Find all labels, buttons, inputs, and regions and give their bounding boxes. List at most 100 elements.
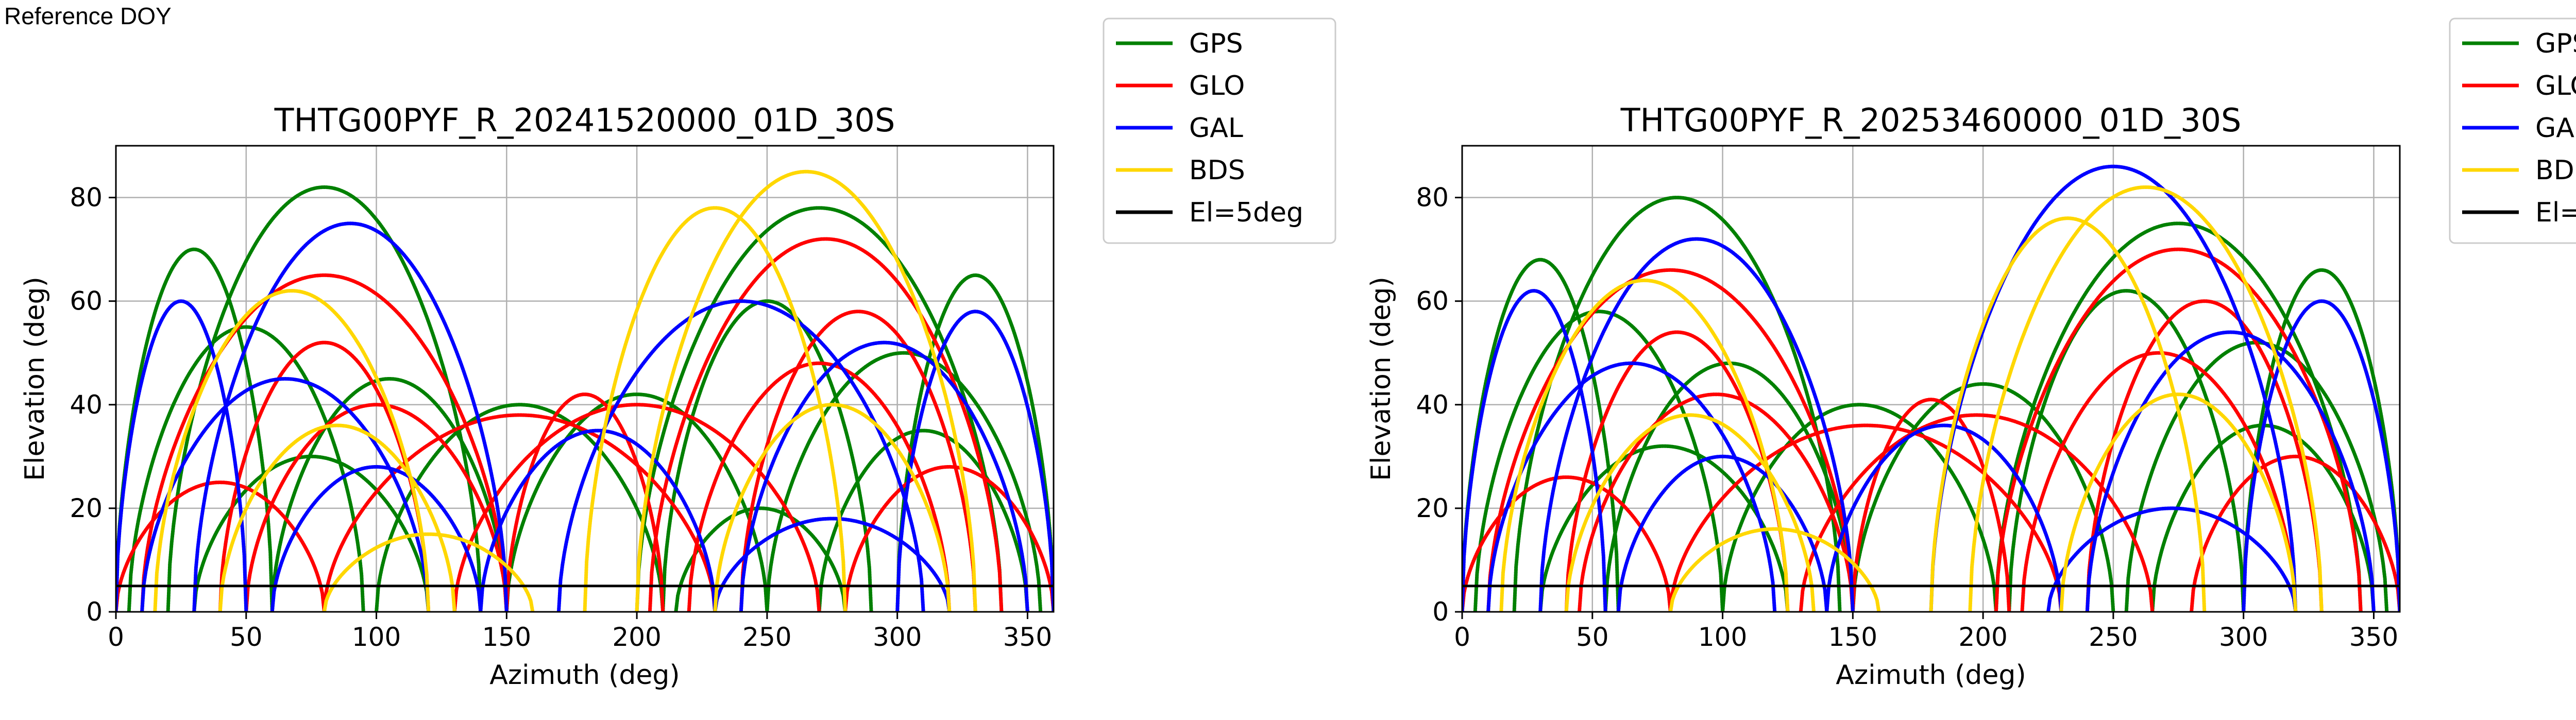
satellite-track-glo [244,403,509,612]
series-bds [1499,185,2324,612]
legend-entry: BDS [2535,155,2576,186]
x-axis-label: Azimuth (deg) [489,660,680,691]
satellite-track-bds [1668,527,1881,612]
satellite-track-gal [479,428,717,612]
satellite-track-glo [1564,330,1790,612]
series-glo [1462,247,2400,612]
x-tick-label: 300 [2219,622,2268,652]
satellite-track-glo [2085,299,2324,612]
satellite-track-gal [140,376,431,612]
x-tick-label: 250 [2089,622,2138,652]
satellite-track-glo [140,273,509,612]
satellite-track-glo [1994,247,2363,612]
legend-entry: El=5deg [2535,197,2576,228]
x-tick-label: 100 [1698,622,1747,652]
series-bds [153,169,977,612]
satellite-track-gps [2242,268,2400,612]
series-glo [116,237,1054,612]
satellite-track-gal [1462,289,1607,612]
satellite-track-glo [1668,423,2063,612]
satellite-track-bds [153,289,431,612]
legend-entry: GAL [2535,113,2576,144]
satellite-track-bds [1968,185,2324,612]
x-tick-label: 200 [1958,622,2007,652]
legend-entry: GAL [1189,113,1243,144]
satellite-track-gal [556,299,925,612]
satellite-track-bds [218,423,456,612]
x-tick-label: 150 [1828,622,1877,652]
satellite-track-gal [739,340,1029,612]
satellite-track-glo [504,392,665,612]
series-gps [116,185,1054,612]
x-tick-label: 350 [2349,622,2398,652]
y-tick-label: 60 [70,286,103,316]
y-tick-label: 0 [86,597,103,627]
satellite-track-glo [218,340,431,612]
chart-right: 0 50 100 150 200 250 300 350 0 20 40 60 80 THTG00PYF_… [1366,18,2576,691]
axes-frame [115,145,1055,613]
series-gal [116,221,1054,612]
legend-entry: GLO [2535,71,2576,101]
satellite-track-bds [1564,413,1816,612]
y-tick-label: 60 [1416,286,1449,316]
satellite-track-gal [895,310,1054,612]
satellite-track-gps [116,247,274,612]
legend: GPS GLO GAL BDS El=5deg [2449,18,2576,244]
legend-entry: BDS [1189,155,1245,186]
x-tick-label: 0 [1454,622,1470,652]
x-tick-label: 100 [352,622,401,652]
chart-title: THTG00PYF_R_20241520000_01D_30S [274,101,895,139]
x-tick-label: 150 [482,622,531,652]
satellite-track-glo [1486,268,1855,612]
satellite-track-gps [895,273,1054,612]
y-axis-label: Elevation (deg) [1366,277,1397,481]
reference-doy-label: Reference DOY [4,3,172,29]
satellite-track-gal [713,517,952,612]
satellite-track-gps [661,299,873,612]
satellite-track-bds [583,206,848,612]
satellite-track-bds [635,169,977,612]
series-gal [1462,164,2400,612]
axes-frame [1461,145,2401,613]
legend-entry: GPS [2535,28,2576,59]
x-tick-label: 0 [108,622,124,652]
satellite-track-glo [2190,454,2400,612]
x-tick-label: 350 [1003,622,1052,652]
satellite-track-gps [2007,289,2246,612]
satellite-track-gps [166,185,483,612]
legend-box [1103,18,1336,244]
satellite-track-gal [2242,299,2400,612]
satellite-track-gps [1473,310,1725,612]
satellite-track-gal [1486,361,1777,612]
y-tick-label: 20 [1416,493,1449,523]
satellite-track-bds [1929,216,2207,612]
x-axis-label: Azimuth (deg) [1836,660,2026,691]
satellite-track-gps [127,325,365,612]
satellite-track-glo [739,310,977,612]
y-tick-label: 80 [1416,183,1449,213]
satellite-track-gal [116,299,248,612]
y-axis-label: Elevation (deg) [20,277,50,481]
satellite-track-bds [322,532,535,612]
satellite-track-glo [1578,392,1855,612]
x-tick-label: 300 [873,622,922,652]
satellite-track-gal [1616,454,1829,612]
y-tick-label: 20 [70,493,103,523]
y-tick-label: 40 [70,390,103,420]
x-tick-label: 200 [612,622,661,652]
satellite-track-gal [1538,237,1855,612]
legend-entry: El=5deg [1189,197,1303,228]
legend: GPS GLO GAL BDS El=5deg [1103,18,1336,244]
satellite-track-gal [1825,423,2063,612]
legend-box [2449,18,2576,244]
plot-area [1462,164,2400,612]
satellite-track-gal [270,465,483,612]
satellite-track-gps [674,506,848,612]
satellite-track-gps [270,376,509,612]
x-tick-label: 250 [742,622,791,652]
y-tick-label: 0 [1432,597,1449,627]
x-tick-label: 50 [1576,622,1609,652]
satellite-track-gps [1994,221,2363,612]
y-tick-label: 80 [70,183,103,213]
